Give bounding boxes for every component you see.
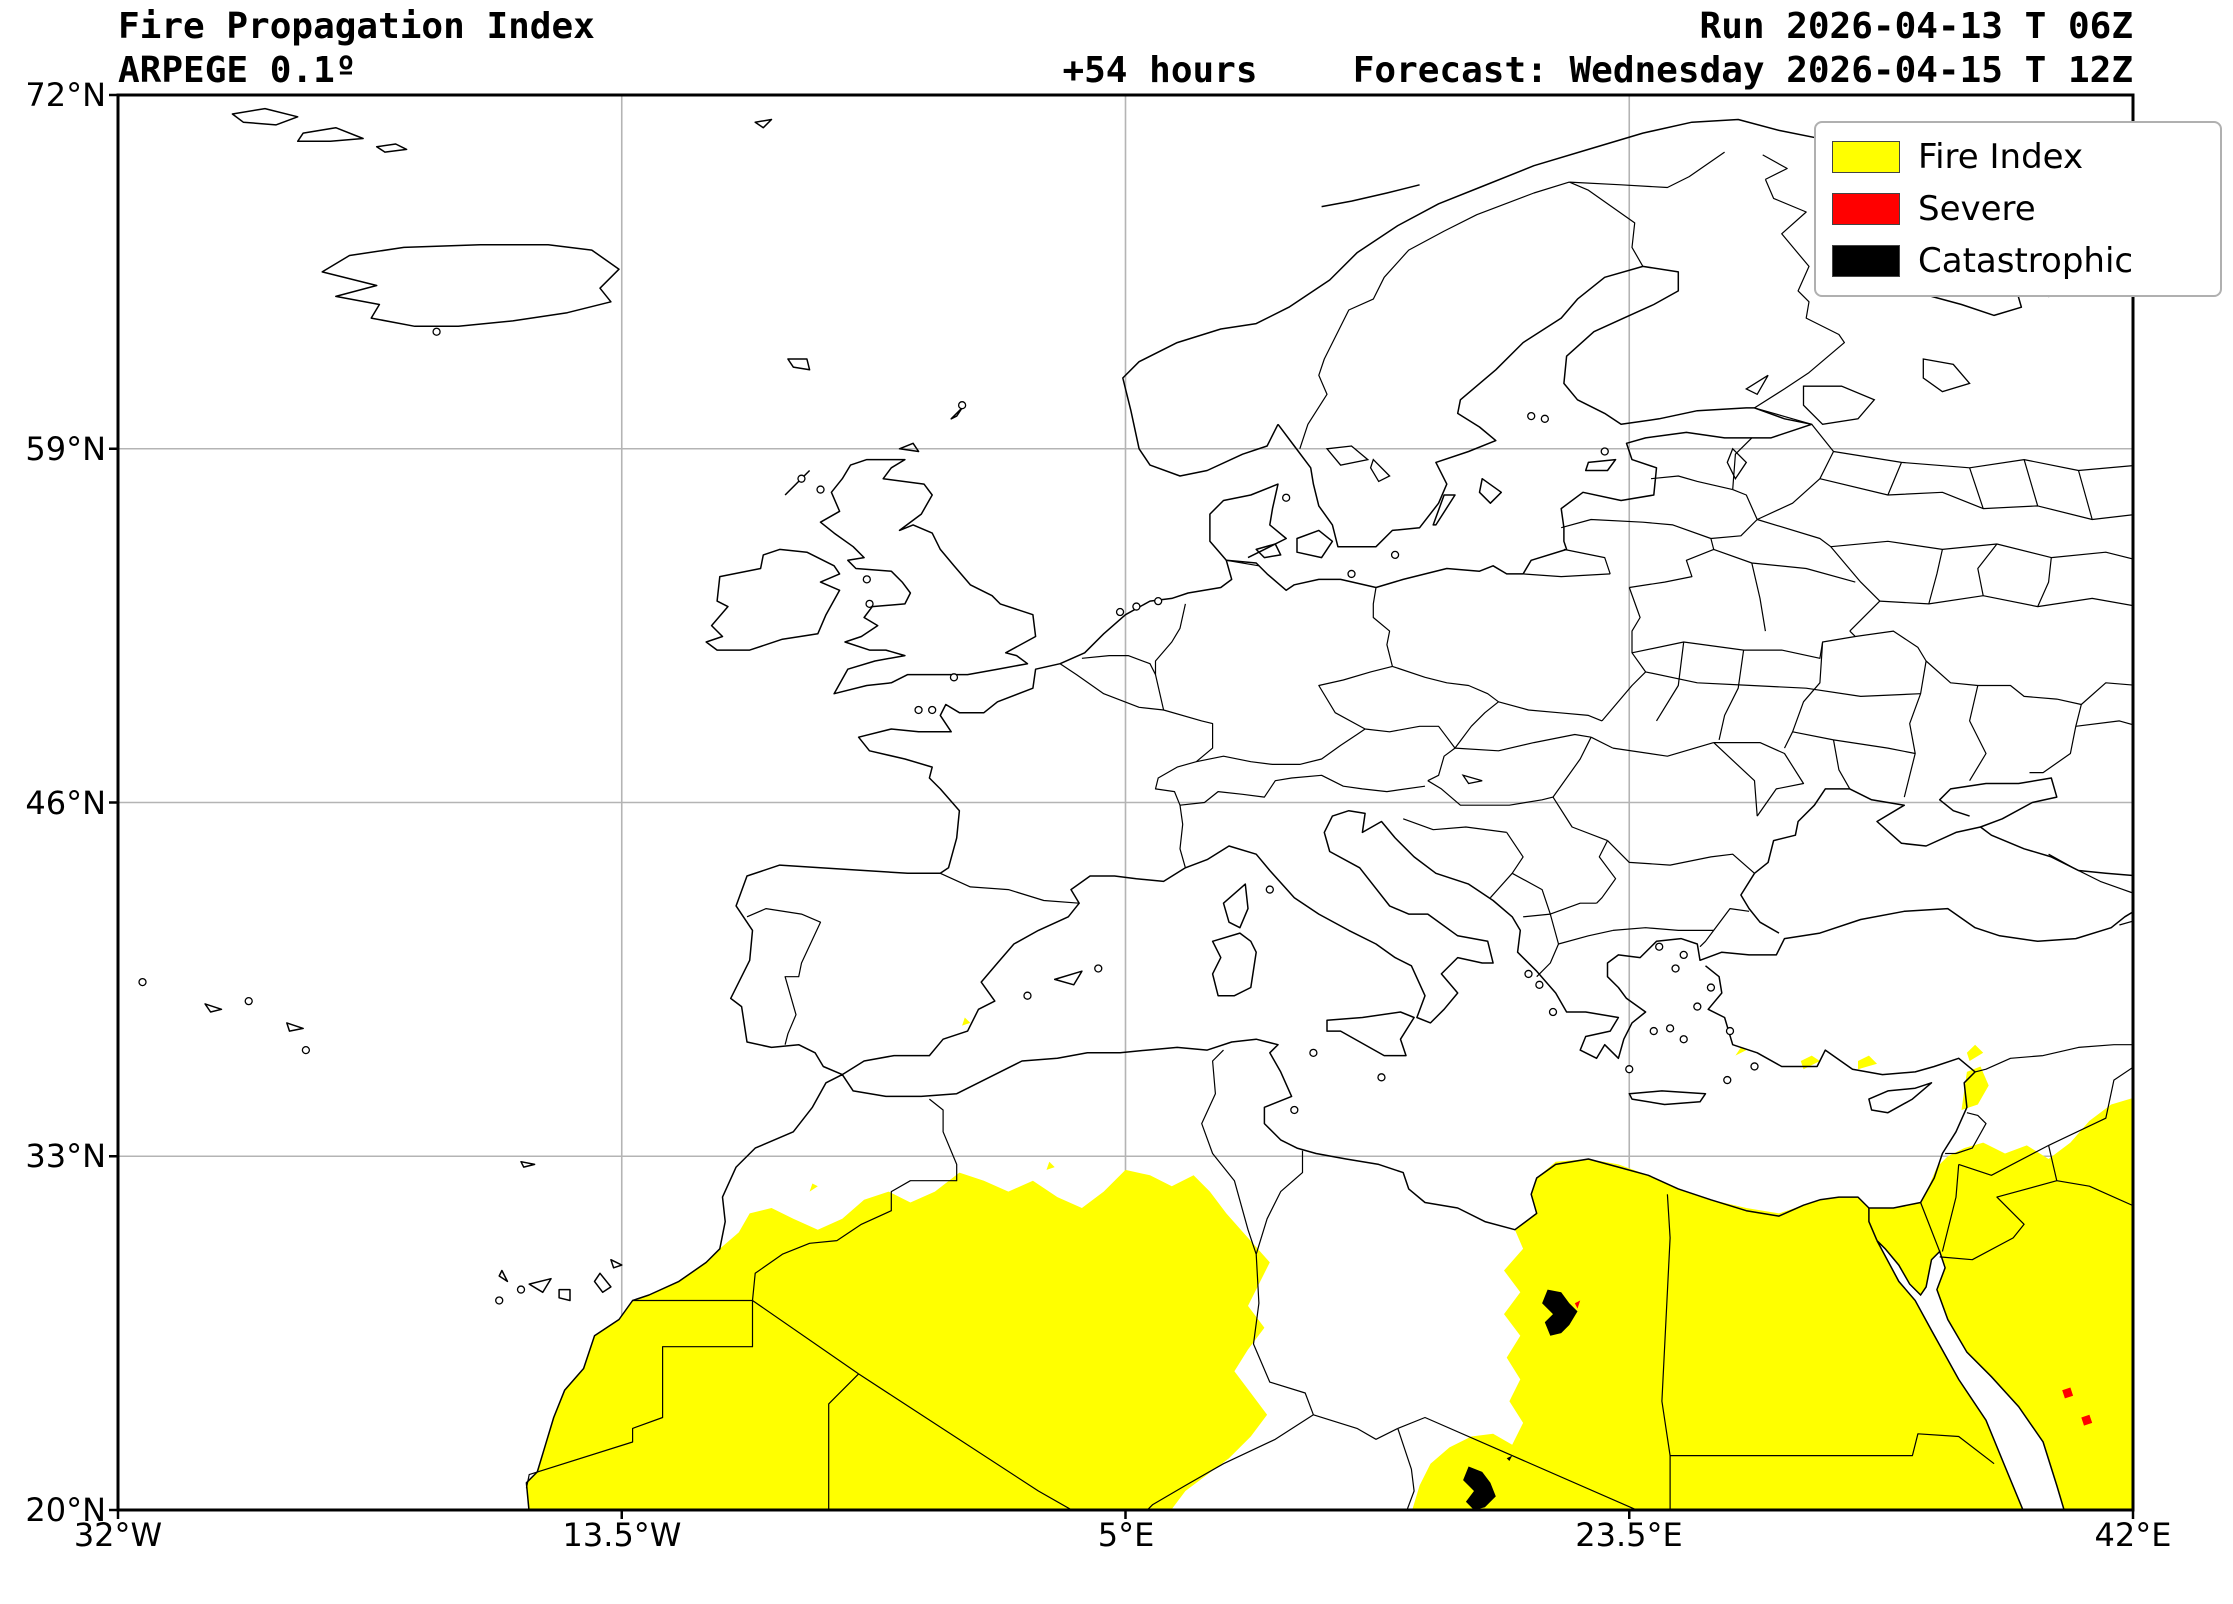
legend-label-fire-index: Fire Index — [1918, 137, 2084, 177]
legend-item-fire-index: Fire Index — [1832, 137, 2204, 177]
run-label: Run 2026-04-13 T 06Z — [1699, 6, 2133, 47]
catastrophic-swatch — [1832, 245, 1900, 277]
severe-swatch — [1832, 193, 1900, 225]
legend-label-catastrophic: Catastrophic — [1918, 241, 2134, 281]
y-tick-20n: 20°N — [25, 1491, 106, 1529]
page-title: Fire Propagation Index — [118, 6, 595, 47]
x-tick-32w: 32°W — [73, 1516, 163, 1554]
legend-item-catastrophic: Catastrophic — [1832, 241, 2204, 281]
x-tick-13-5w: 13.5°W — [562, 1516, 682, 1554]
y-tick-33n: 33°N — [25, 1137, 106, 1175]
x-tick-23-5e: 23.5°E — [1575, 1516, 1683, 1554]
legend-label-severe: Severe — [1918, 189, 2036, 229]
x-tick-5e: 5°E — [1097, 1516, 1155, 1554]
fire-index-swatch — [1832, 141, 1900, 173]
y-tick-72n: 72°N — [25, 76, 106, 114]
legend-item-severe: Severe — [1832, 189, 2204, 229]
lead-time-label: +54 hours — [1062, 50, 1258, 91]
model-label: ARPEGE 0.1º — [118, 50, 357, 91]
y-tick-59n: 59°N — [25, 430, 106, 468]
x-tick-42e: 42°E — [2094, 1516, 2172, 1554]
map-legend: Fire Index Severe Catastrophic — [1814, 121, 2222, 297]
forecast-label: Forecast: Wednesday 2026-04-15 T 12Z — [1352, 50, 2133, 91]
y-tick-46n: 46°N — [25, 784, 106, 822]
